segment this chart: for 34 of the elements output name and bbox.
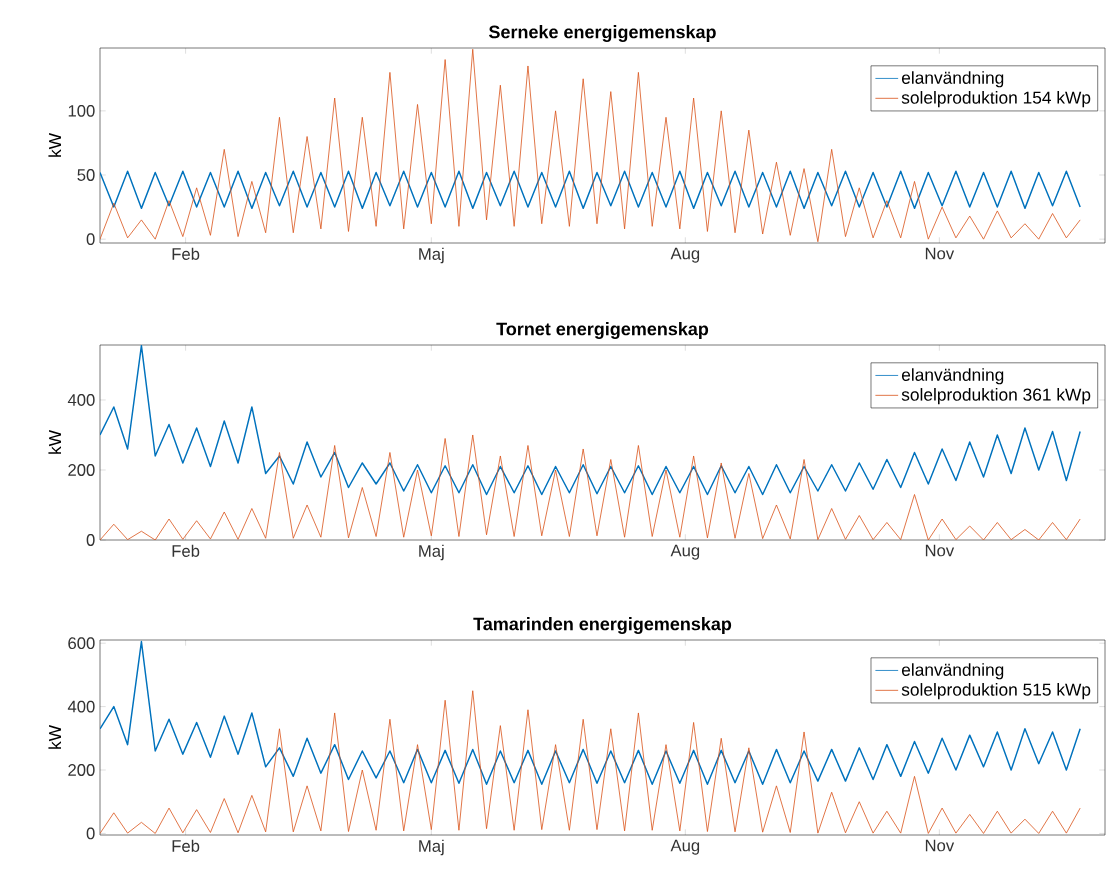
legend-label: elanvändning	[901, 368, 1004, 385]
y-tick-label: 200	[68, 764, 95, 776]
y-axis-title: kW	[48, 430, 61, 454]
legend-label: solelproduktion 515 kWp	[901, 683, 1091, 700]
x-tick-label: Nov	[925, 544, 955, 557]
chart-title: Tornet energigemenskap	[496, 322, 709, 339]
y-tick-label: 0	[86, 827, 95, 840]
x-tick-label: Aug	[670, 544, 700, 560]
y-axis-title: kW	[48, 133, 61, 157]
y-tick-label: 0	[86, 233, 95, 246]
x-tick-label: Aug	[670, 247, 700, 263]
y-tick-label: 50	[77, 169, 95, 181]
x-tick-label: Feb	[172, 544, 200, 557]
x-tick-label: Maj	[419, 544, 444, 561]
x-tick-label: Feb	[172, 247, 200, 260]
y-tick-label: 0	[86, 534, 95, 546]
legend-label: elanvändning	[901, 71, 1004, 88]
y-tick-label: 100	[68, 104, 95, 117]
x-tick-label: Maj	[419, 839, 444, 856]
chart-title: Serneke energigemenskap	[488, 25, 716, 42]
y-tick-label: 600	[68, 637, 95, 650]
x-tick-label: Aug	[670, 839, 700, 855]
y-tick-label: 400	[67, 700, 95, 713]
x-tick-label: Maj	[419, 247, 444, 264]
x-tick-label: Nov	[925, 839, 955, 852]
chart-title: Tamarinden energigemenskap	[473, 617, 732, 634]
y-tick-label: 200	[68, 464, 95, 476]
legend-label: solelproduktion 154 kWp	[901, 91, 1091, 108]
y-axis-title: kW	[48, 725, 61, 749]
x-tick-label: Nov	[925, 247, 955, 260]
y-tick-label: 400	[67, 394, 95, 406]
legend-label: solelproduktion 361 kWp	[901, 388, 1091, 405]
x-tick-label: Feb	[172, 839, 200, 852]
legend-label: elanvändning	[901, 663, 1004, 680]
